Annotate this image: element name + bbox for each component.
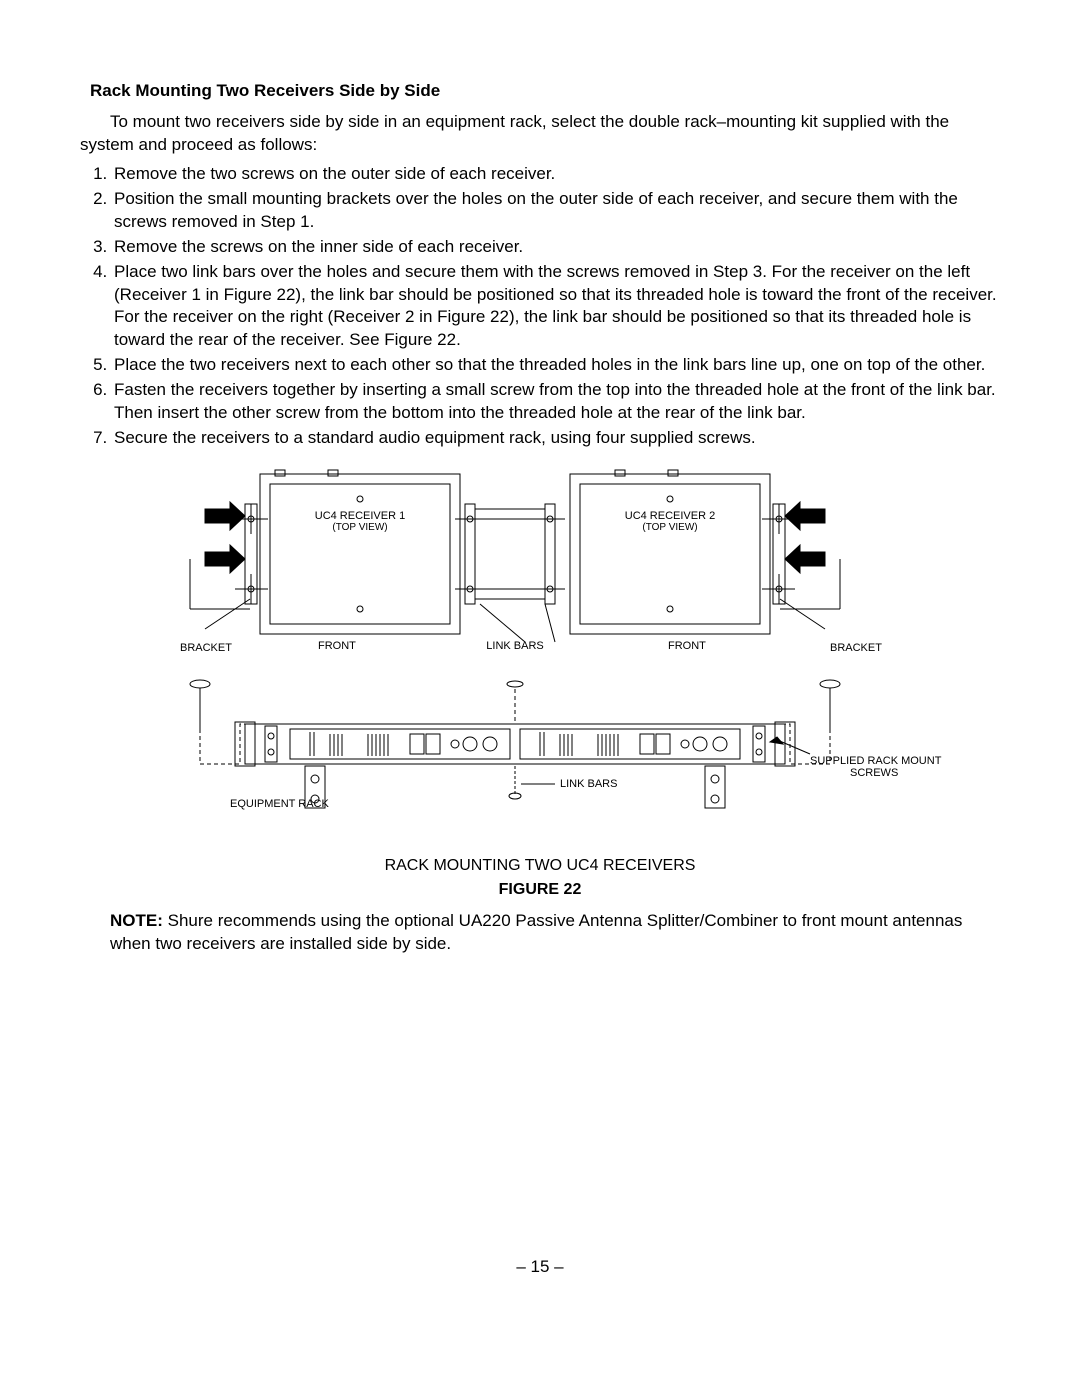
label-receiver1: UC4 RECEIVER 1 bbox=[315, 510, 405, 522]
label-topview1: (TOP VIEW) bbox=[332, 522, 387, 533]
intro-paragraph: To mount two receivers side by side in a… bbox=[80, 111, 1000, 157]
note-paragraph: NOTE: Shure recommends using the optiona… bbox=[110, 910, 970, 956]
step-item: Fasten the receivers together by inserti… bbox=[112, 379, 1000, 425]
label-equip-rack: EQUIPMENT RACK bbox=[230, 798, 329, 810]
step-item: Position the small mounting brackets ove… bbox=[112, 188, 1000, 234]
figure-22: UC4 RECEIVER 1 (TOP VIEW) UC4 RECEIVER 2… bbox=[110, 464, 970, 900]
label-linkbars-top: LINK BARS bbox=[486, 640, 543, 652]
figure-svg: UC4 RECEIVER 1 (TOP VIEW) UC4 RECEIVER 2… bbox=[110, 464, 970, 844]
section-heading: Rack Mounting Two Receivers Side by Side bbox=[80, 80, 1000, 103]
page-number: – 15 – bbox=[80, 1256, 1000, 1279]
label-bracket-right: BRACKET bbox=[830, 642, 882, 654]
step-item: Place two link bars over the holes and s… bbox=[112, 261, 1000, 353]
steps-list: Remove the two screws on the outer side … bbox=[80, 163, 1000, 450]
step-item: Place the two receivers next to each oth… bbox=[112, 354, 1000, 377]
note-text: Shure recommends using the optional UA22… bbox=[110, 911, 962, 953]
figure-caption: RACK MOUNTING TWO UC4 RECEIVERS bbox=[110, 855, 970, 877]
label-rackmount: SUPPLIED RACK MOUNT SCREWS bbox=[810, 755, 944, 779]
step-item: Remove the screws on the inner side of e… bbox=[112, 236, 1000, 259]
label-topview2: (TOP VIEW) bbox=[642, 522, 697, 533]
label-linkbars-bottom: LINK BARS bbox=[560, 778, 617, 790]
figure-label: FIGURE 22 bbox=[110, 879, 970, 901]
label-bracket-left: BRACKET bbox=[180, 642, 232, 654]
label-front2: FRONT bbox=[668, 640, 706, 652]
label-receiver2: UC4 RECEIVER 2 bbox=[625, 510, 715, 522]
note-bold: NOTE: bbox=[110, 911, 163, 930]
step-item: Secure the receivers to a standard audio… bbox=[112, 427, 1000, 450]
page: Rack Mounting Two Receivers Side by Side… bbox=[0, 0, 1080, 1319]
step-item: Remove the two screws on the outer side … bbox=[112, 163, 1000, 186]
label-front1: FRONT bbox=[318, 640, 356, 652]
